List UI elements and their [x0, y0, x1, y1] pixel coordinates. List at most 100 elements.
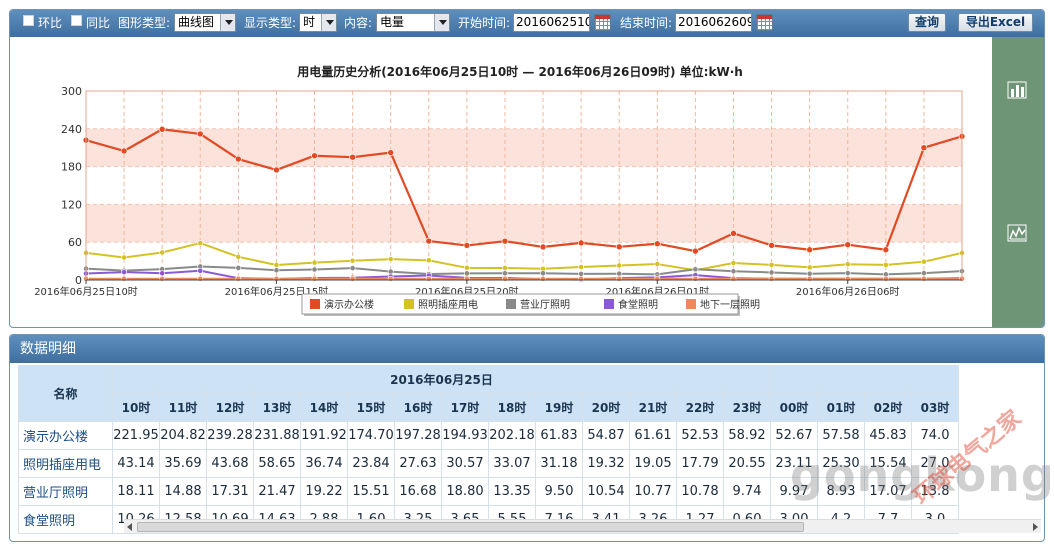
- data-point[interactable]: [196, 130, 204, 138]
- legend-label[interactable]: 地下一层照明: [700, 298, 760, 311]
- scroll-right-arrow-icon[interactable]: [1033, 523, 1038, 531]
- data-point[interactable]: [502, 265, 508, 271]
- data-point[interactable]: [844, 261, 851, 268]
- data-point[interactable]: [692, 247, 699, 255]
- data-point[interactable]: [387, 275, 394, 282]
- data-point[interactable]: [502, 275, 508, 282]
- data-point[interactable]: [159, 270, 166, 277]
- data-point[interactable]: [540, 275, 546, 282]
- data-point[interactable]: [844, 270, 851, 276]
- data-point[interactable]: [768, 269, 775, 276]
- calendar-icon[interactable]: [594, 14, 611, 31]
- data-point[interactable]: [768, 242, 775, 249]
- data-point[interactable]: [311, 152, 318, 160]
- ring-compare-checkbox[interactable]: [23, 15, 34, 26]
- data-point[interactable]: [387, 149, 394, 156]
- scrollbar-thumb[interactable]: [137, 522, 804, 532]
- data-point[interactable]: [463, 242, 471, 249]
- data-point[interactable]: [121, 269, 127, 275]
- data-point[interactable]: [349, 275, 356, 282]
- data-point[interactable]: [197, 240, 204, 246]
- data-point[interactable]: [654, 240, 661, 248]
- data-point[interactable]: [425, 275, 432, 282]
- data-point[interactable]: [121, 254, 127, 261]
- data-point[interactable]: [273, 267, 280, 274]
- legend-label[interactable]: 演示办公楼: [324, 298, 374, 311]
- data-point[interactable]: [159, 275, 166, 282]
- end-time-input[interactable]: 2016062609: [675, 13, 752, 32]
- data-point[interactable]: [349, 265, 356, 272]
- data-point[interactable]: [577, 239, 585, 247]
- data-point[interactable]: [921, 275, 927, 282]
- area-chart-icon[interactable]: [1007, 224, 1027, 242]
- data-point[interactable]: [730, 268, 737, 275]
- data-point[interactable]: [539, 243, 547, 251]
- data-point[interactable]: [730, 230, 737, 237]
- legend-label[interactable]: 照明插座用电: [418, 298, 478, 311]
- data-point[interactable]: [578, 264, 585, 270]
- data-point[interactable]: [768, 261, 775, 268]
- data-point[interactable]: [616, 275, 623, 282]
- legend-label[interactable]: 营业厅照明: [520, 298, 570, 311]
- bar-chart-icon[interactable]: [1007, 81, 1027, 99]
- data-point[interactable]: [425, 237, 433, 245]
- chart-type-select[interactable]: 曲线图: [174, 13, 236, 32]
- data-point[interactable]: [501, 237, 509, 245]
- data-point[interactable]: [882, 275, 889, 282]
- data-point[interactable]: [502, 270, 508, 277]
- data-point[interactable]: [235, 264, 242, 271]
- data-point[interactable]: [273, 166, 280, 174]
- data-point[interactable]: [882, 246, 890, 254]
- data-point[interactable]: [920, 144, 928, 151]
- data-point[interactable]: [349, 257, 356, 264]
- data-point[interactable]: [578, 275, 585, 282]
- data-point[interactable]: [806, 264, 813, 271]
- data-point[interactable]: [806, 246, 813, 254]
- export-excel-button[interactable]: 导出Excel: [958, 13, 1033, 32]
- yoy-compare-checkbox[interactable]: [71, 15, 82, 26]
- data-point[interactable]: [463, 264, 470, 271]
- data-point[interactable]: [921, 258, 927, 265]
- data-table-viewport[interactable]: 名称 2016年06月25日 10时 11时 12时 13时 14时 15时 16时 17时 18时…: [18, 365, 1033, 539]
- data-point[interactable]: [654, 261, 661, 267]
- data-point[interactable]: [311, 275, 318, 282]
- data-point[interactable]: [768, 275, 775, 282]
- query-button[interactable]: 查询: [908, 13, 946, 32]
- data-point[interactable]: [692, 266, 699, 273]
- data-point[interactable]: [387, 256, 394, 263]
- data-point[interactable]: [730, 260, 737, 266]
- legend-label[interactable]: 食堂照明: [618, 298, 658, 311]
- data-point[interactable]: [882, 261, 889, 268]
- scroll-left-arrow-icon[interactable]: [127, 523, 132, 531]
- data-point[interactable]: [121, 275, 127, 282]
- data-point[interactable]: [311, 259, 318, 266]
- data-point[interactable]: [120, 147, 128, 155]
- data-point[interactable]: [158, 125, 166, 133]
- data-point[interactable]: [235, 155, 242, 163]
- data-point[interactable]: [387, 268, 394, 275]
- data-point[interactable]: [273, 262, 280, 268]
- data-point[interactable]: [540, 270, 546, 277]
- content-select[interactable]: 电量: [376, 13, 450, 32]
- data-point[interactable]: [349, 153, 356, 161]
- horizontal-scrollbar[interactable]: [124, 519, 1041, 533]
- data-point[interactable]: [311, 266, 318, 273]
- calendar-icon[interactable]: [756, 14, 773, 31]
- data-point[interactable]: [806, 275, 813, 282]
- data-point[interactable]: [730, 275, 737, 282]
- data-point[interactable]: [692, 275, 699, 282]
- data-point[interactable]: [197, 267, 204, 274]
- data-point[interactable]: [578, 270, 585, 277]
- data-point[interactable]: [235, 253, 242, 260]
- data-point[interactable]: [615, 243, 623, 251]
- data-point[interactable]: [616, 262, 623, 269]
- data-point[interactable]: [197, 275, 204, 282]
- data-point[interactable]: [235, 275, 242, 282]
- display-type-select[interactable]: 时: [299, 13, 337, 32]
- data-point[interactable]: [159, 249, 166, 256]
- start-time-input[interactable]: 2016062510: [513, 13, 590, 32]
- data-point[interactable]: [425, 257, 432, 264]
- data-point[interactable]: [921, 270, 927, 276]
- data-point[interactable]: [844, 241, 852, 249]
- data-point[interactable]: [806, 270, 813, 277]
